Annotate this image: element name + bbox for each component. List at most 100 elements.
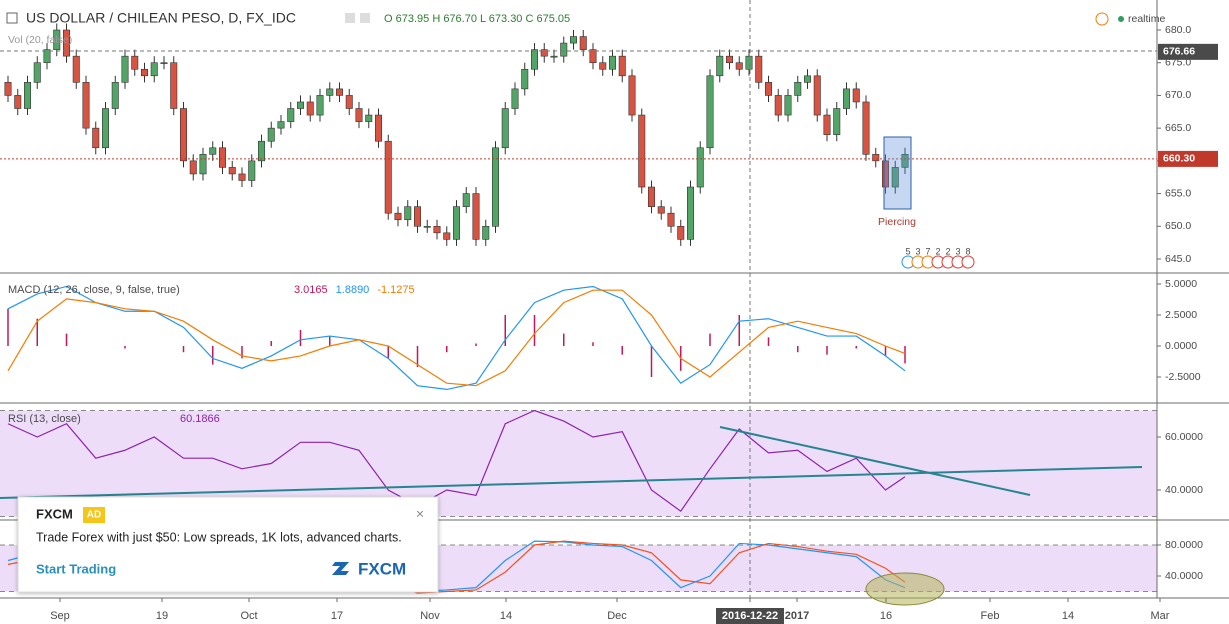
panel-title: RSI (13, close) [8, 413, 81, 425]
candle-body [277, 121, 285, 129]
icon [360, 13, 370, 23]
x-tick-label: 2016-12-22 [722, 610, 778, 622]
legend-value: -1.1275 [377, 284, 414, 296]
x-tick-label: Nov [420, 610, 440, 622]
chart-title: US DOLLAR / CHILEAN PESO, D, FX_IDC [26, 10, 296, 26]
legend-value: 3.0165 [294, 284, 328, 296]
x-tick-label: 2017 [785, 610, 809, 622]
y-tick-label: 2.5000 [1165, 309, 1197, 321]
pattern-label: Piercing [878, 216, 916, 228]
candle-body [62, 29, 70, 57]
price-label-bg [1158, 150, 1218, 167]
candle-body [121, 55, 129, 83]
trend-line [719, 426, 1031, 496]
price-label-bg [1158, 43, 1218, 60]
candle-body [638, 114, 646, 188]
candle-body [404, 206, 412, 221]
candle-body [267, 127, 275, 142]
candle-body [813, 75, 821, 116]
candle-body [569, 36, 577, 44]
candle-body [501, 108, 509, 149]
y-tick-label: -2.5000 [1165, 371, 1201, 383]
candle-body [306, 101, 314, 116]
y-tick-label: 5.0000 [1165, 278, 1197, 290]
candle-body [599, 62, 607, 70]
candle-body [472, 193, 480, 240]
ad-badge: AD [87, 510, 101, 521]
ad-badge-bg [83, 507, 105, 523]
pattern-box [883, 136, 912, 210]
legend-value: 60.1866 [180, 413, 220, 425]
candle-body [43, 49, 51, 64]
x-tick-label: Feb [981, 610, 1000, 622]
volume-label: Vol (20, false) [8, 34, 72, 46]
candle-body [345, 95, 353, 109]
ad-cta[interactable]: Start Trading [36, 561, 116, 576]
candle-body [413, 206, 421, 227]
event-count: 2 [935, 246, 940, 256]
y-tick-label: 40.0000 [1165, 484, 1203, 496]
candle-body [433, 225, 441, 234]
highlight [865, 572, 945, 606]
x-tick-label: Sep [50, 610, 70, 622]
event-count: 5 [905, 246, 910, 256]
candle-body [150, 62, 158, 77]
x-tick-label: 14 [500, 610, 512, 622]
x-tick-label: 17 [331, 610, 343, 622]
event-count: 7 [925, 246, 930, 256]
event-count: 2 [945, 246, 950, 256]
icon [6, 12, 18, 24]
candle-body [287, 108, 295, 122]
ad-brand: FXCM [36, 506, 73, 521]
candle-body [180, 108, 188, 162]
candle-body [355, 108, 363, 122]
candle-body [833, 108, 841, 135]
candle-body [335, 88, 343, 96]
candle-body [33, 62, 41, 83]
candle-body [862, 101, 870, 155]
candle-body [491, 147, 499, 227]
candle-body [4, 82, 12, 96]
candle-body [462, 193, 470, 207]
ad-close[interactable]: × [416, 506, 424, 522]
candle-body [550, 55, 558, 58]
candle-body [23, 82, 31, 109]
panel-title: MACD (12, 26, close, 9, false, true) [8, 284, 180, 296]
x-tick-label: Oct [240, 610, 257, 622]
candle-body [443, 232, 451, 240]
candle-body [901, 154, 909, 168]
candle-body [374, 114, 382, 142]
candle-body [560, 42, 568, 57]
candle-body [365, 114, 373, 122]
y-tick-label: 60.0000 [1165, 431, 1203, 443]
x-tick-label: 16 [880, 610, 892, 622]
candle-body [589, 49, 597, 64]
candle-body [794, 82, 802, 96]
candle-body [521, 68, 529, 90]
candle-body [706, 75, 714, 149]
candle-body [696, 147, 704, 188]
ad-logo-mark [332, 562, 349, 575]
y-tick-label: 80.0000 [1165, 539, 1203, 551]
candle-body [111, 82, 119, 109]
candle-body [872, 154, 880, 162]
candle-body [823, 114, 831, 135]
candle-body [296, 101, 304, 109]
candle-body [579, 36, 587, 50]
candle-body [686, 186, 694, 240]
event-count: 3 [915, 246, 920, 256]
candle-body [774, 95, 782, 116]
candle-body [677, 225, 685, 240]
y-tick-label: 665.0 [1165, 122, 1191, 134]
candle-body [72, 55, 80, 83]
candle-body [482, 225, 490, 240]
candle-body [209, 147, 217, 155]
status-dot [1118, 16, 1124, 22]
event-icon [961, 255, 975, 269]
candle-body [530, 49, 538, 70]
ad: FXCM AD × Trade Forex with just $50: Low… [17, 496, 439, 593]
candle-body [228, 167, 236, 175]
candle-body [14, 95, 22, 109]
